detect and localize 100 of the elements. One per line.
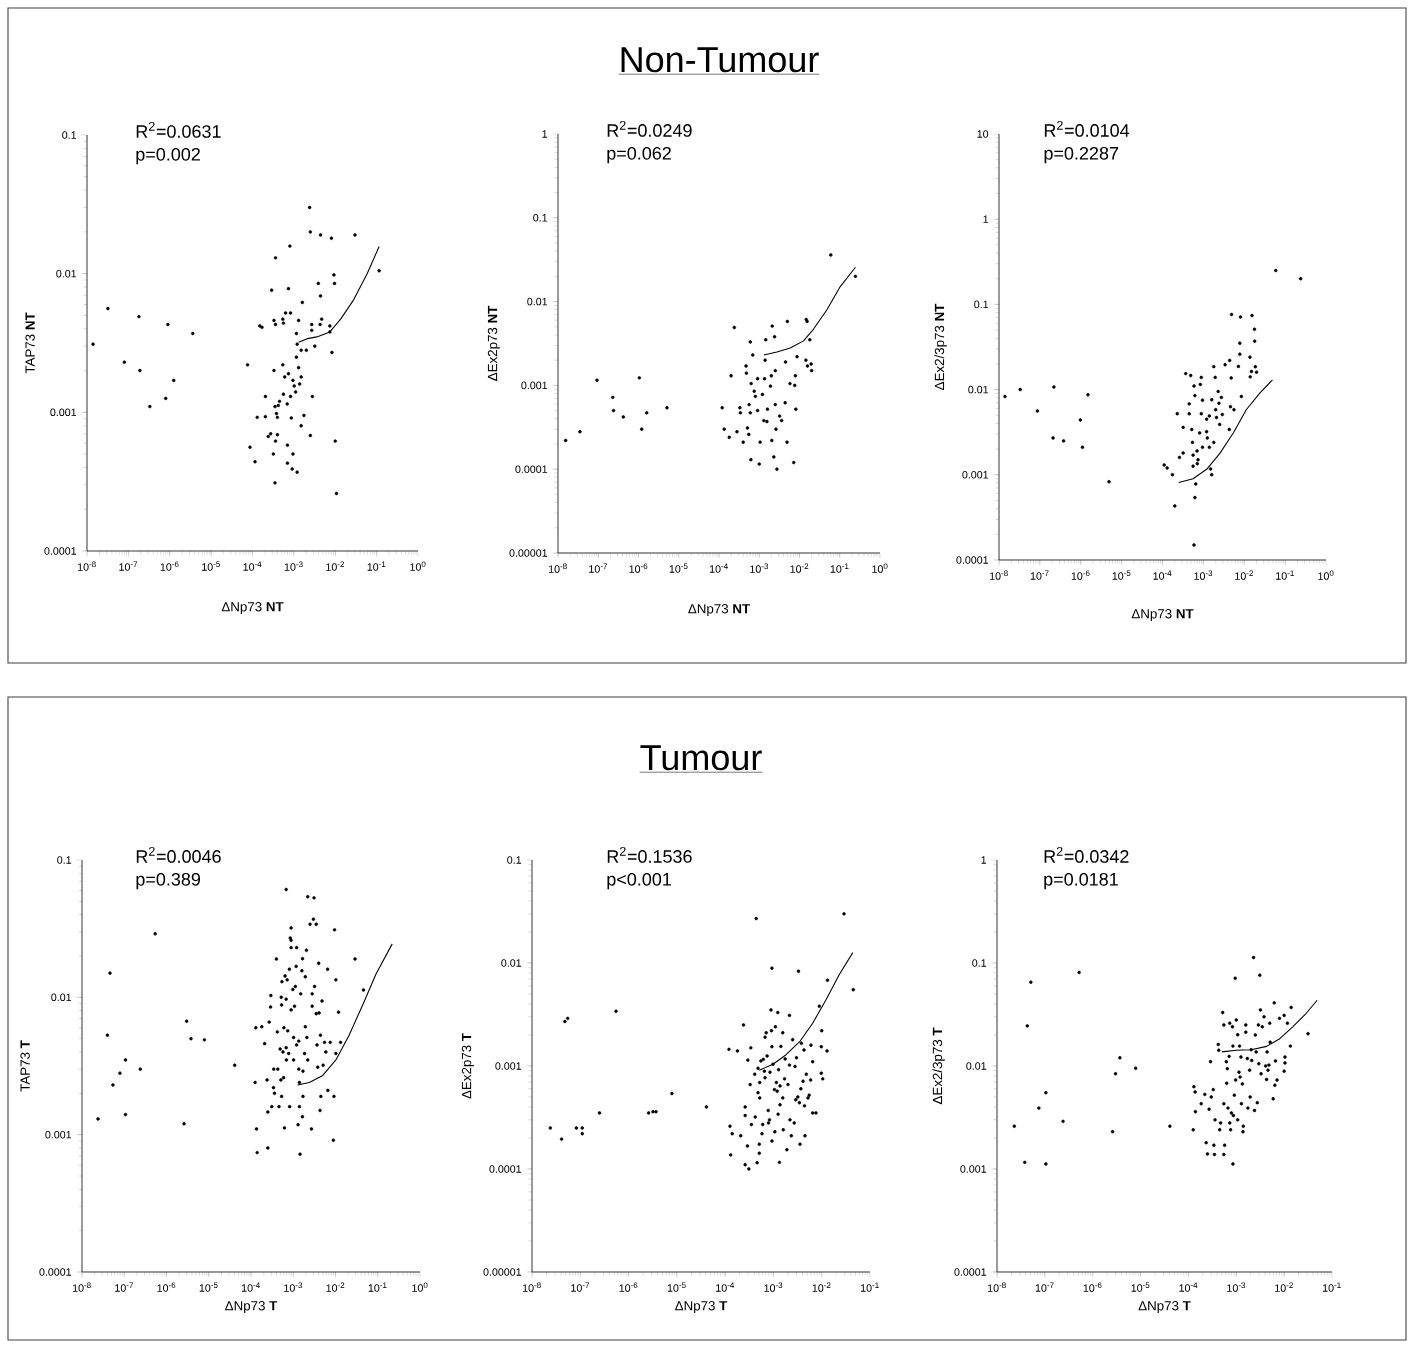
chart-title: Non-Tumour (621, 47, 819, 73)
x-tick-label: 10$^{-8}$ (72, 1282, 91, 1292)
x-tick-label: 10$^{-5}$ (1112, 570, 1131, 580)
annotation: R$^{2}$=0.0342 (1044, 846, 1129, 863)
y-tick-label: 0.1 (57, 856, 72, 864)
y-axis-title: ΔEx2p73 T (461, 1033, 474, 1099)
x-tick-label: 10$^{-4}$ (243, 561, 262, 571)
annotation: R$^{2}$=0.0631 (136, 121, 221, 138)
x-tick-label: 10$^{0}$ (410, 561, 426, 571)
x-tick-label: 10$^{0}$ (412, 1282, 428, 1292)
x-tick-label: 10$^{-6}$ (160, 561, 179, 571)
x-axis-title: ΔNp73 T (675, 1301, 728, 1314)
y-tick-label: 0.00001 (509, 549, 548, 557)
y-tick-label: 1 (983, 215, 989, 223)
y-tick-label: 0.01 (968, 385, 989, 394)
y-tick-label: 0.0001 (954, 1268, 987, 1276)
x-tick-label: 10$^{-1}$ (860, 1282, 879, 1292)
x-tick-label: 10$^{-6}$ (619, 1282, 638, 1292)
x-tick-label: 10$^{-5}$ (1131, 1282, 1150, 1292)
x-tick-label: 10$^{-7}$ (119, 561, 138, 571)
x-tick-label: 10$^{-5}$ (669, 563, 688, 573)
y-tick-label: 0.00001 (483, 1268, 522, 1276)
y-tick-label: 0.001 (50, 408, 77, 417)
chart-title: Tumour (640, 745, 762, 771)
y-tick-label: 0.001 (521, 381, 548, 390)
y-axis-title: TAP73 T (20, 1040, 30, 1092)
x-tick-label: 10$^{-7}$ (589, 563, 608, 573)
x-tick-label: 10$^{-3}$ (750, 563, 769, 573)
x-tick-label: 10$^{-4}$ (241, 1282, 260, 1292)
x-tick-label: 10$^{-1}$ (1322, 1282, 1341, 1292)
y-tick-label: 1 (981, 856, 987, 864)
x-tick-label: 10$^{-3}$ (284, 561, 303, 571)
x-tick-label: 10$^{-3}$ (1227, 1282, 1246, 1292)
x-tick-label: 10$^{-1}$ (368, 1282, 387, 1292)
y-tick-label: 0.1 (507, 856, 522, 864)
annotation: R$^{2}$=0.0249 (607, 120, 692, 137)
y-tick-label: 0.1 (974, 300, 989, 309)
annotation: p=0.2287 (1044, 146, 1119, 164)
x-axis-title: ΔNp73 NT (221, 602, 284, 615)
x-tick-label: 10$^{-7}$ (1030, 570, 1049, 580)
y-tick-label: 0.001 (960, 1165, 987, 1173)
x-tick-label: 10$^{-1}$ (367, 561, 386, 571)
y-tick-label: 0.01 (966, 1062, 987, 1070)
x-tick-label: 10$^{-1}$ (1276, 570, 1294, 580)
x-tick-label: 10$^{-2}$ (326, 561, 345, 571)
x-tick-label: 10$^{-6}$ (629, 563, 648, 573)
y-tick-label: 0.0001 (44, 547, 77, 555)
x-tick-label: 10$^{-4}$ (1153, 570, 1172, 580)
y-tick-label: 1 (542, 130, 548, 138)
x-tick-label: 10$^{-6}$ (1071, 570, 1090, 580)
x-tick-label: 10$^{-7}$ (115, 1282, 134, 1292)
x-tick-label: 10$^{-8}$ (522, 1282, 541, 1292)
y-tick-label: 0.1 (972, 959, 987, 967)
x-axis-title: ΔNp73 T (225, 1301, 278, 1314)
annotation: R$^{2}$=0.0104 (1044, 120, 1130, 137)
x-tick-label: 10$^{-3}$ (1194, 570, 1213, 580)
x-tick-label: 10$^{-5}$ (199, 1282, 218, 1292)
x-tick-label: 10$^{-5}$ (202, 561, 220, 571)
y-tick-label: 0.01 (56, 269, 77, 278)
x-tick-label: 10$^{-8}$ (987, 1282, 1006, 1292)
annotation: p=0.389 (136, 872, 201, 890)
x-tick-label: 10$^{-4}$ (1179, 1282, 1198, 1292)
x-tick-label: 10$^{-7}$ (1035, 1282, 1054, 1292)
x-tick-label: 10$^{-4}$ (716, 1282, 735, 1292)
annotation: p<0.001 (607, 872, 671, 890)
y-tick-label: 0.0001 (515, 465, 548, 473)
y-axis-title: ΔEx2/3p73 NT (934, 303, 947, 390)
y-tick-label: 10 (977, 130, 989, 138)
x-tick-label: 10$^{-3}$ (764, 1282, 783, 1292)
x-tick-label: 10$^{-6}$ (1083, 1282, 1102, 1292)
x-tick-label: 10$^{-2}$ (812, 1282, 831, 1292)
x-tick-label: 10$^{-3}$ (284, 1282, 303, 1292)
x-tick-label: 10$^{-8}$ (548, 563, 567, 573)
y-tick-label: 0.01 (51, 993, 72, 1002)
x-tick-label: 10$^{0}$ (872, 563, 888, 573)
x-tick-label: 10$^{-7}$ (571, 1282, 590, 1292)
y-tick-label: 0.1 (533, 214, 548, 222)
x-tick-label: 10$^{-6}$ (157, 1282, 176, 1292)
x-axis-title: ΔNp73 NT (688, 604, 750, 617)
y-tick-label: 0.1 (62, 131, 77, 139)
y-tick-label: 0.0001 (956, 556, 989, 564)
x-tick-label: 10$^{-1}$ (830, 563, 849, 573)
x-tick-label: 10$^{-5}$ (667, 1282, 686, 1292)
y-tick-label: 0.001 (45, 1130, 72, 1139)
x-tick-label: 10$^{-4}$ (709, 563, 728, 573)
line-series (1178, 379, 1273, 484)
x-tick-label: 10$^{-2}$ (326, 1282, 345, 1292)
y-axis-title: TAP73 NT (25, 312, 35, 374)
annotation: R$^{2}$=0.1536 (607, 846, 692, 863)
annotation: p=0.0181 (1044, 872, 1118, 890)
y-tick-label: 0.001 (495, 1062, 522, 1070)
y-tick-label: 0.0001 (39, 1268, 72, 1276)
y-tick-label: 0.01 (501, 959, 522, 967)
x-axis-title: ΔNp73 T (1138, 1301, 1191, 1314)
y-axis-title: ΔEx2/3p73 T (932, 1027, 945, 1105)
annotation: p=0.062 (607, 146, 671, 164)
y-tick-label: 0.001 (962, 471, 989, 479)
y-tick-label: 0.0001 (489, 1165, 522, 1173)
x-tick-label: 10$^{-8}$ (77, 561, 96, 571)
y-tick-label: 0.01 (527, 297, 548, 306)
